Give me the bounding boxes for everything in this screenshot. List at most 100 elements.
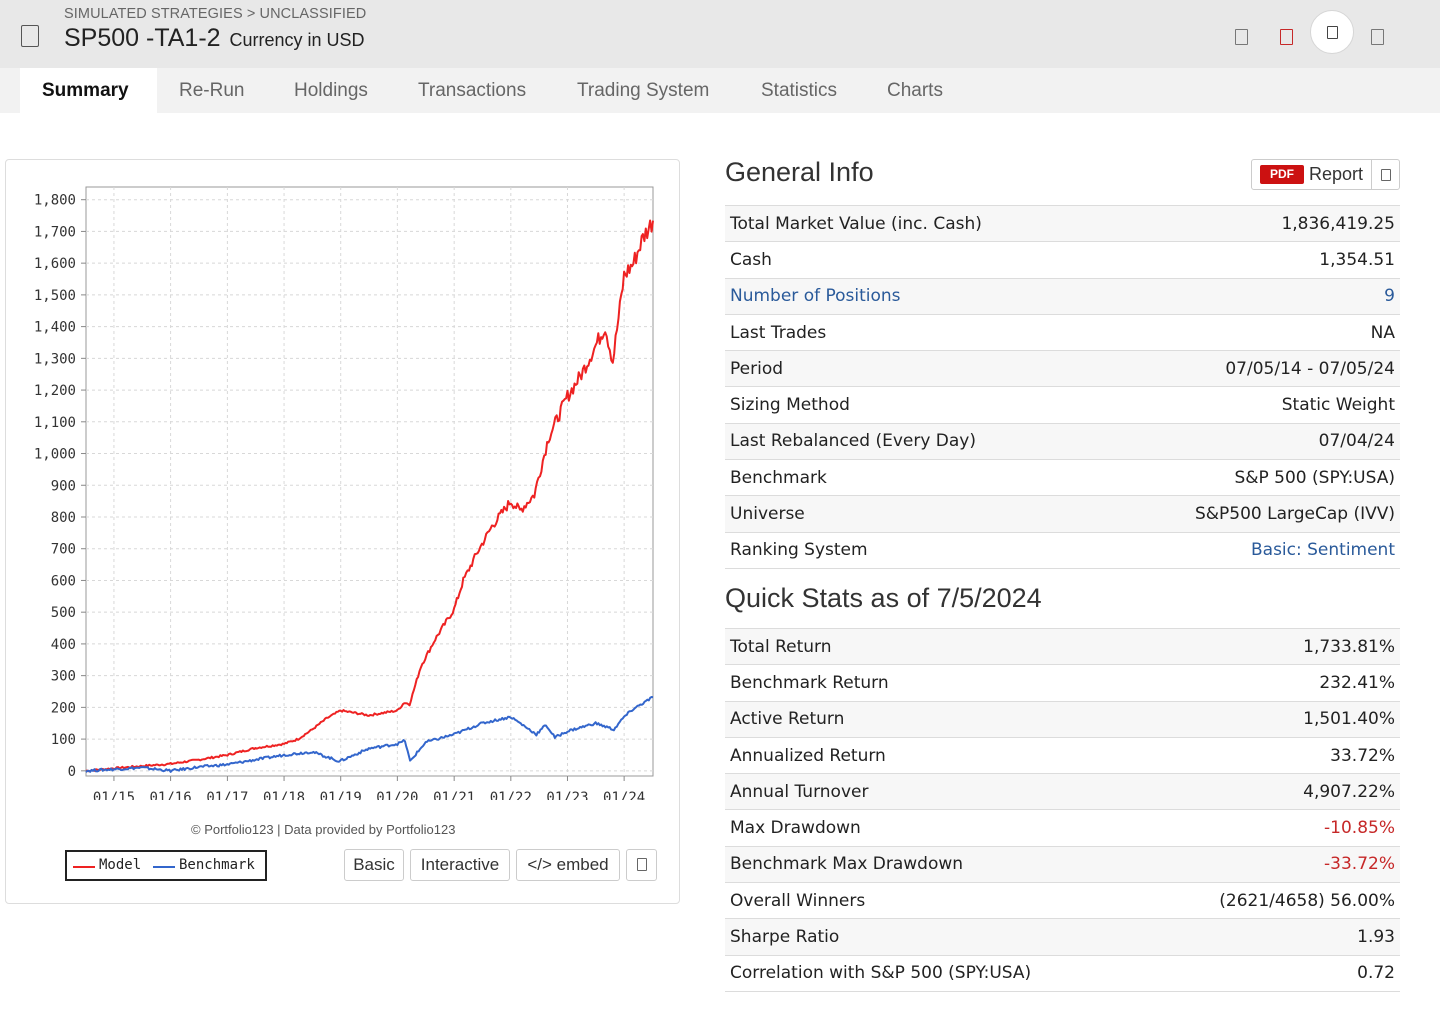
table-row: Active Return 1,501.40% <box>725 701 1400 738</box>
model-legend-label: Model <box>99 857 142 873</box>
row-label: Cash <box>730 249 772 270</box>
row-value[interactable]: 9 <box>1384 286 1395 307</box>
row-value: 07/04/24 <box>1318 431 1395 452</box>
table-row: Total Return 1,733.81% <box>725 629 1400 666</box>
row-value: 33.72% <box>1330 745 1395 766</box>
model-series-line <box>85 219 654 773</box>
quick-stats-table: Total Return 1,733.81% Benchmark Return 232… <box>725 628 1400 992</box>
row-value: 232.41% <box>1319 672 1395 693</box>
page-header: SIMULATED STRATEGIES > UNCLASSIFIED SP50… <box>0 0 1440 68</box>
pdf-report-button[interactable]: PDF Report <box>1251 159 1400 190</box>
strategy-name: SP500 -TA1-2 <box>64 24 221 52</box>
tab-charts[interactable]: Charts <box>887 80 943 101</box>
more-button[interactable] <box>1310 10 1354 54</box>
pdf-icon[interactable] <box>1280 29 1293 45</box>
row-value: -10.85% <box>1324 818 1395 839</box>
interactive-chart-button[interactable]: Interactive <box>410 849 510 881</box>
more-icon <box>1327 26 1338 39</box>
x-tick-label: 01/24 <box>603 790 645 800</box>
table-row: Number of Positions 9 <box>725 278 1400 315</box>
row-value: S&P500 LargeCap (IVV) <box>1195 504 1395 525</box>
y-tick-label: 400 <box>51 637 76 653</box>
embed-chart-button[interactable]: </> embed <box>516 849 620 881</box>
table-row: Last Rebalanced (Every Day) 07/04/24 <box>725 423 1400 461</box>
row-value: NA <box>1370 322 1395 343</box>
row-value[interactable]: Basic: Sentiment <box>1250 540 1395 561</box>
row-label: Annual Turnover <box>730 781 869 802</box>
performance-chart[interactable]: 0 100 200 300 400 500 600 700 800 900 1,000 1,100 1,… <box>6 160 679 800</box>
row-value: 1,354.51 <box>1319 249 1395 270</box>
benchmark-legend-swatch <box>153 866 175 868</box>
currency-label: Currency in USD <box>229 30 365 50</box>
row-label: Total Return <box>730 636 832 657</box>
table-row: Benchmark Max Drawdown -33.72% <box>725 846 1400 884</box>
table-row: Overall Winners (2621/4658) 56.00% <box>725 883 1400 920</box>
document-icon[interactable] <box>1235 29 1248 45</box>
chart-credit: © Portfolio123 | Data provided by Portfo… <box>191 822 456 837</box>
x-tick-label: 01/16 <box>150 790 192 800</box>
row-value: 1,733.81% <box>1303 636 1395 657</box>
chart-options-button[interactable] <box>626 849 657 881</box>
table-row: Annualized Return 33.72% <box>725 738 1400 775</box>
row-value: 4,907.22% <box>1303 781 1395 802</box>
table-row: Benchmark Return 232.41% <box>725 665 1400 702</box>
tab-trading-system[interactable]: Trading System <box>577 80 710 101</box>
y-tick-label: 1,700 <box>34 224 76 240</box>
y-tick-label: 700 <box>51 542 76 558</box>
table-row: Max Drawdown -10.85% <box>725 810 1400 847</box>
table-row: Total Market Value (inc. Cash) 1,836,419.… <box>725 206 1400 243</box>
x-tick-label: 01/18 <box>263 790 305 800</box>
y-tick-label: 1,300 <box>34 351 76 367</box>
general-info-table: Total Market Value (inc. Cash) 1,836,419.… <box>725 205 1400 569</box>
options-icon <box>636 858 647 871</box>
row-value: 1.93 <box>1357 927 1395 948</box>
y-tick-label: 0 <box>68 764 76 780</box>
tab-summary[interactable]: Summary <box>20 68 157 113</box>
quick-stats-title: Quick Stats as of 7/5/2024 <box>725 583 1042 613</box>
general-info-title: General Info <box>725 157 874 187</box>
y-tick-label: 1,600 <box>34 256 76 272</box>
row-label: Correlation with S&P 500 (SPY:USA) <box>730 963 1032 984</box>
breadcrumb[interactable]: SIMULATED STRATEGIES > UNCLASSIFIED <box>64 6 367 22</box>
chart-legend: Model Benchmark <box>65 850 267 881</box>
row-label: Active Return <box>730 709 845 730</box>
y-tick-label: 1,100 <box>34 415 76 431</box>
basic-chart-button[interactable]: Basic <box>344 849 404 881</box>
document-icon[interactable] <box>1371 29 1384 45</box>
table-row: Annual Turnover 4,907.22% <box>725 774 1400 811</box>
row-label: Overall Winners <box>730 890 866 911</box>
button-divider <box>1371 160 1372 189</box>
document-icon[interactable] <box>21 25 39 47</box>
row-label: Max Drawdown <box>730 818 861 839</box>
x-tick-label: 01/15 <box>93 790 135 800</box>
pdf-icon: PDF <box>1260 165 1304 184</box>
tab-statistics[interactable]: Statistics <box>761 80 838 101</box>
table-row: Cash 1,354.51 <box>725 242 1400 279</box>
y-tick-label: 1,000 <box>34 447 76 463</box>
tab-re-run[interactable]: Re-Run <box>179 80 245 101</box>
row-value: -33.72% <box>1324 854 1395 875</box>
row-label: Ranking System <box>730 540 868 561</box>
row-value: Static Weight <box>1281 395 1395 416</box>
table-row: Sizing Method Static Weight <box>725 387 1400 424</box>
table-row: Ranking System Basic: Sentiment <box>725 533 1400 569</box>
row-label: Universe <box>730 504 805 525</box>
x-tick-label: 01/22 <box>490 790 532 800</box>
y-tick-label: 800 <box>51 510 76 526</box>
row-value: 0.72 <box>1357 963 1395 984</box>
x-tick-label: 01/21 <box>433 790 475 800</box>
tab-bar: Summary Re-Run Holdings Transactions Tra… <box>0 68 1440 113</box>
row-value: 07/05/14 - 07/05/24 <box>1225 358 1395 379</box>
tab-transactions[interactable]: Transactions <box>418 80 527 101</box>
x-tick-label: 01/19 <box>320 790 362 800</box>
tab-holdings[interactable]: Holdings <box>294 80 368 101</box>
y-tick-label: 900 <box>51 478 76 494</box>
row-label[interactable]: Number of Positions <box>730 286 901 307</box>
y-tick-label: 1,800 <box>34 193 76 209</box>
y-tick-label: 1,200 <box>34 383 76 399</box>
page-title: SP500 -TA1-2 Currency in USD <box>64 24 365 53</box>
table-row: Correlation with S&P 500 (SPY:USA) 0.72 <box>725 956 1400 992</box>
row-label: Total Market Value (inc. Cash) <box>730 213 982 234</box>
report-options-icon[interactable] <box>1381 169 1391 181</box>
row-label: Sizing Method <box>730 395 850 416</box>
